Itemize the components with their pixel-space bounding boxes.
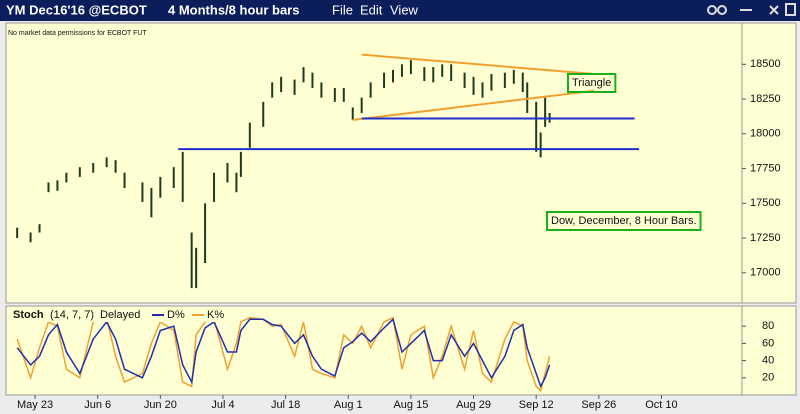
title-bar — [0, 0, 800, 21]
stoch-line — [16, 317, 551, 389]
x-tick-label: Aug 29 — [456, 399, 491, 411]
annotation-box — [567, 73, 617, 93]
y-tick-label: 60 — [762, 337, 774, 349]
period[interactable]: 4 Months/8 hour bars — [168, 2, 299, 17]
x-tick-label: Aug 15 — [393, 399, 428, 411]
trend-line — [361, 53, 595, 76]
trend-line — [352, 89, 595, 121]
symbol[interactable]: YM Dec16'16 @ECBOT — [6, 2, 147, 17]
y-tick-label: 80 — [762, 320, 774, 332]
annotation: Triangle — [572, 77, 611, 89]
legend-label: K% — [207, 309, 224, 321]
y-tick-label: 18000 — [750, 128, 781, 140]
subtitle: No market data permissions for ECBOT FUT — [8, 30, 147, 37]
y-tick-label: 17250 — [750, 232, 781, 244]
menu-item[interactable]: View — [390, 2, 419, 17]
x-tick-label: Jun 6 — [84, 399, 111, 411]
x-tick-label: Jun 20 — [144, 399, 177, 411]
legend-label: D% — [167, 309, 185, 321]
x-tick-label: Aug 1 — [334, 399, 363, 411]
stoch-title: Stoch — [13, 309, 44, 321]
legend-bg — [10, 308, 230, 322]
menu-item[interactable]: File — [332, 2, 353, 17]
y-tick-label: 20 — [762, 372, 774, 384]
y-tick-label: 40 — [762, 355, 774, 367]
y-tick-label: 18500 — [750, 58, 781, 70]
y-tick-label: 17500 — [750, 197, 781, 209]
x-tick-label: Sep 12 — [519, 399, 554, 411]
y-tick-label: 17750 — [750, 162, 781, 174]
x-tick-label: May 23 — [17, 399, 53, 411]
x-tick-label: Sep 26 — [581, 399, 616, 411]
stoch-note: Delayed — [100, 309, 140, 321]
annotation-box — [546, 211, 702, 231]
x-tick-label: Jul 4 — [211, 399, 234, 411]
annotation: Dow, December, 8 Hour Bars. — [551, 215, 697, 227]
y-tick-label: 17000 — [750, 267, 781, 279]
x-tick-label: Jul 18 — [271, 399, 300, 411]
menu-item[interactable]: Edit — [360, 2, 383, 17]
toolbar-icons[interactable] — [707, 3, 796, 16]
stoch-params: (14, 7, 7) — [50, 309, 94, 321]
x-tick-label: Oct 10 — [645, 399, 677, 411]
y-tick-label: 18250 — [750, 93, 781, 105]
